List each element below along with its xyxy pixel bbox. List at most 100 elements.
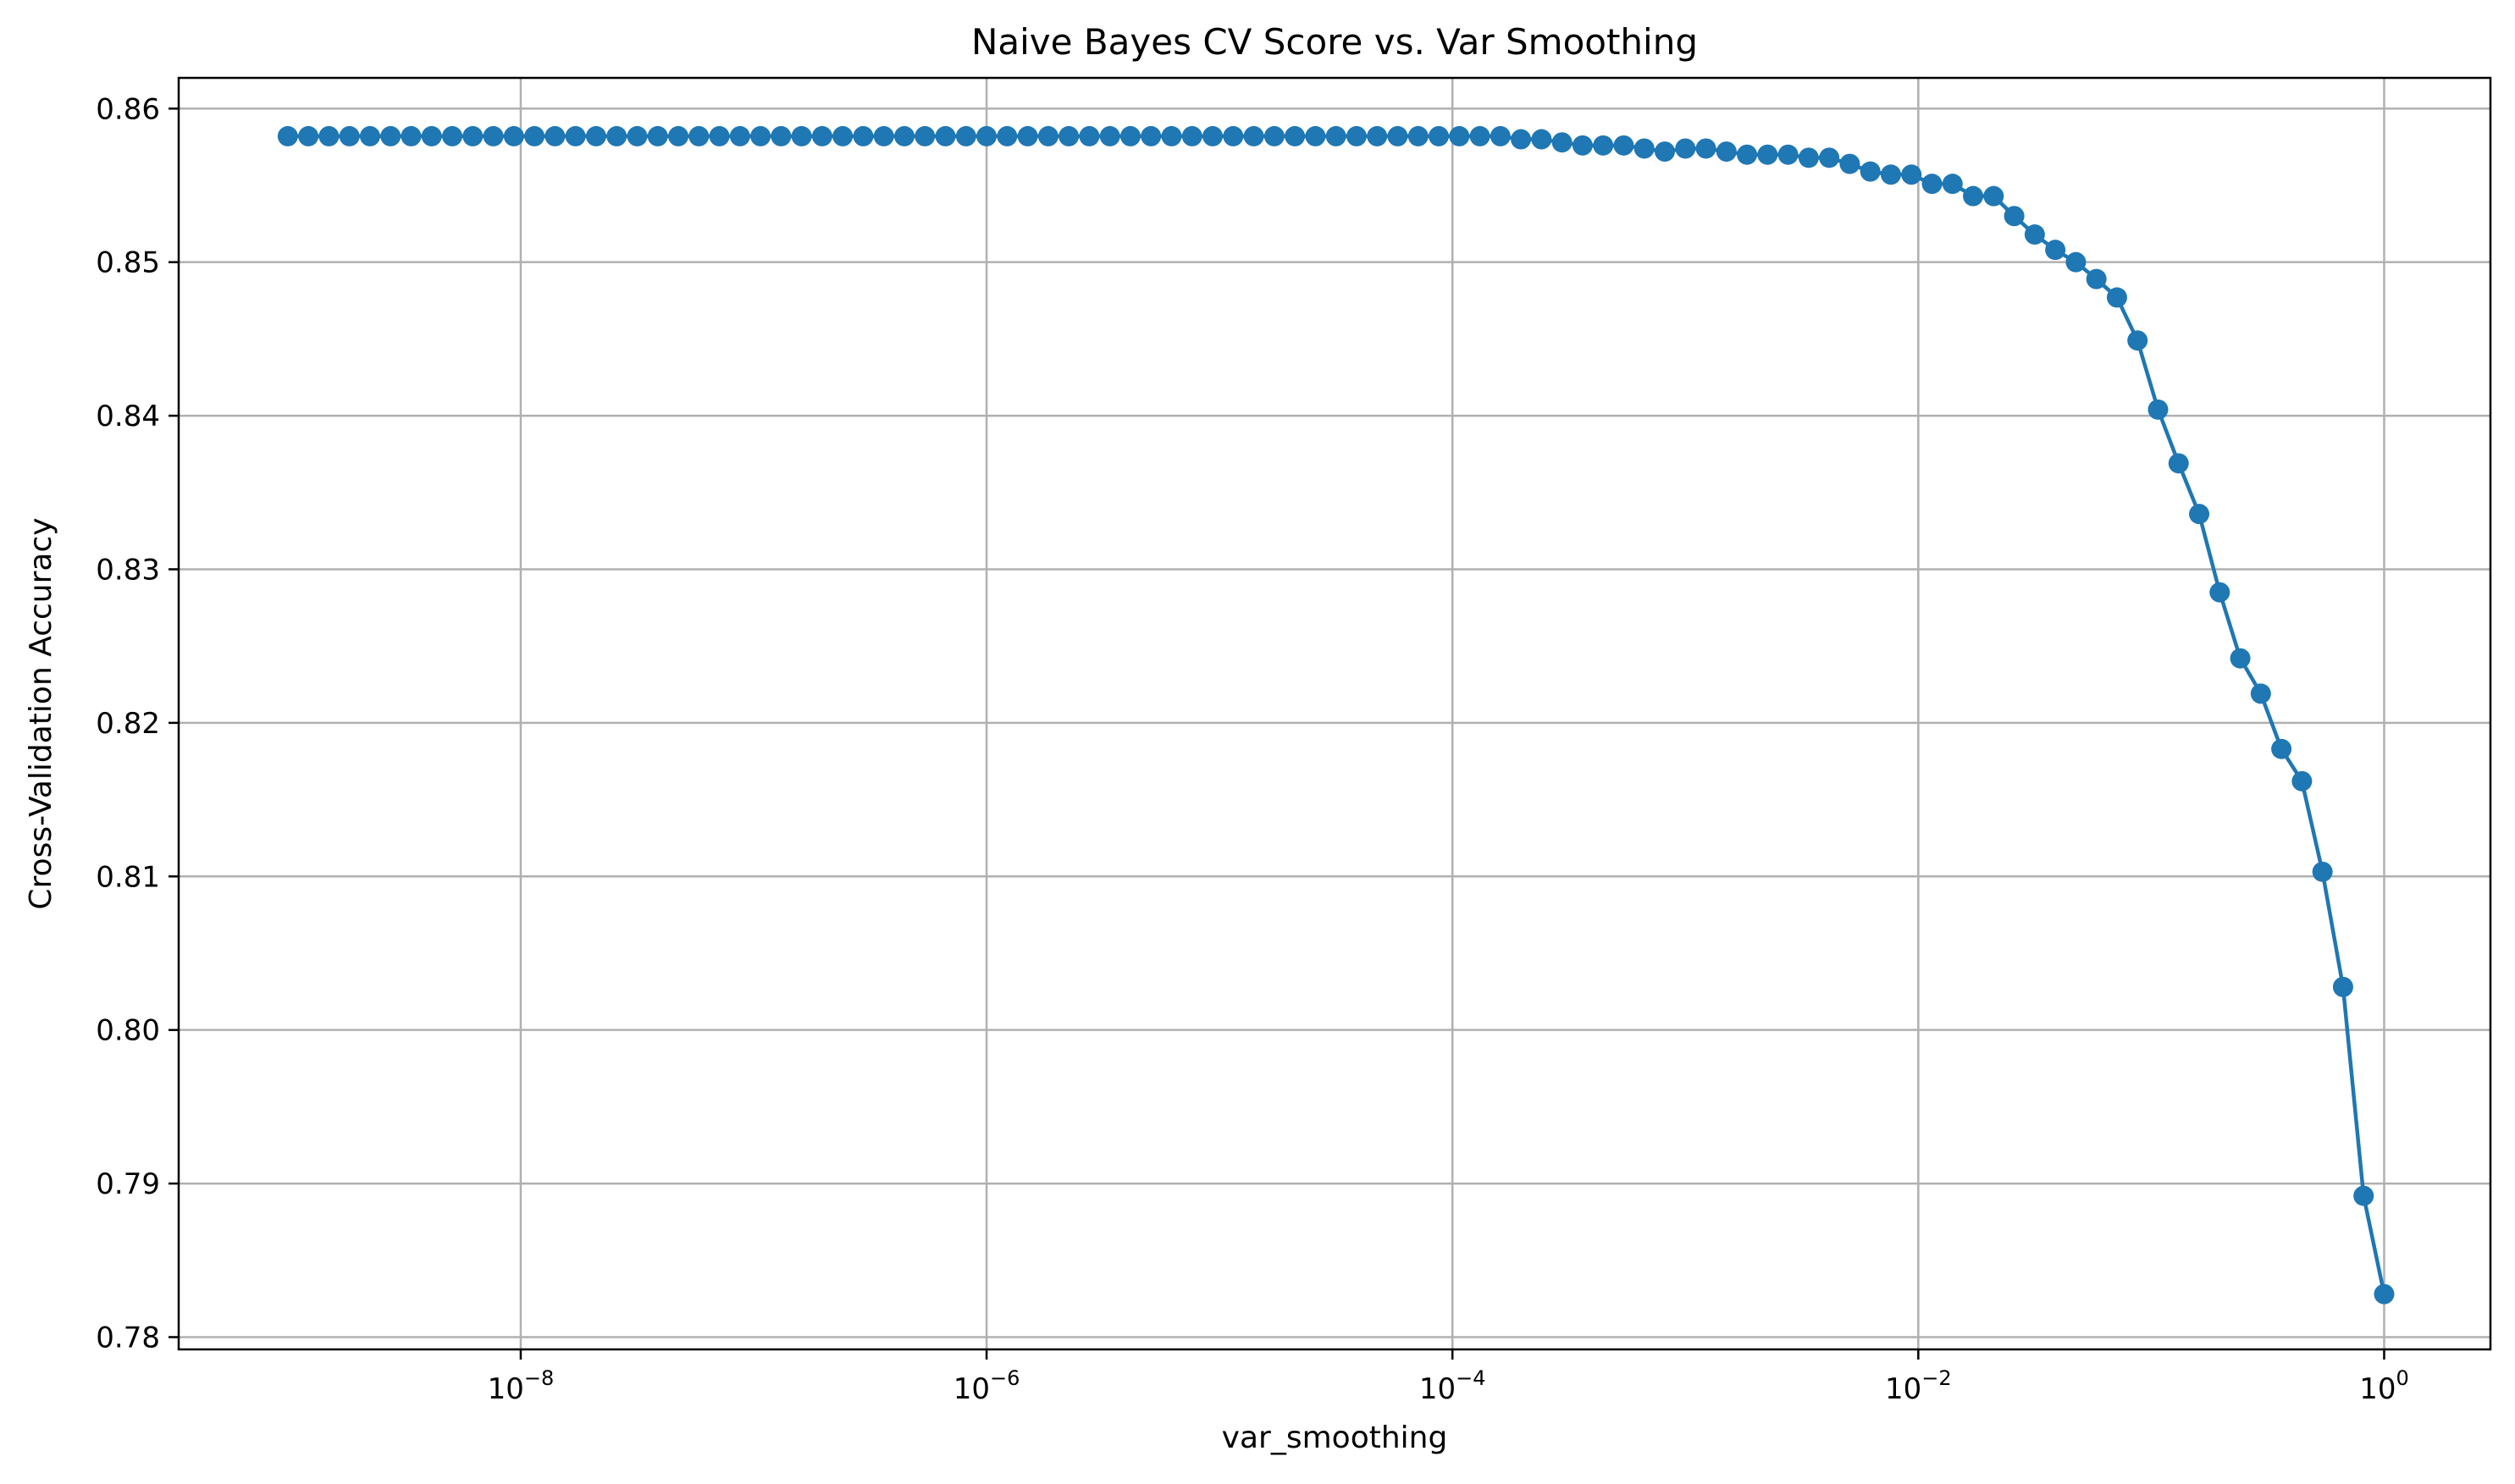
data-point [2024, 224, 2045, 245]
x-tick-label: 100 [2359, 1366, 2409, 1406]
data-point [791, 125, 812, 146]
data-point [606, 125, 627, 146]
data-point [1490, 125, 1511, 146]
data-point [1757, 144, 1778, 165]
data-point [1695, 138, 1716, 159]
data-point [2127, 330, 2148, 351]
data-point [627, 125, 648, 146]
data-point [1551, 132, 1573, 153]
data-point [298, 125, 319, 146]
data-point [401, 125, 422, 146]
data-point [853, 125, 874, 146]
data-point [2271, 738, 2292, 759]
data-point [915, 125, 936, 146]
data-point [339, 125, 360, 146]
axis-ticks: 10−8 10−6 10−4 10−2 100 0.78 0.79 0.80 0.81 0.82 0… [96, 92, 2408, 1406]
data-point [544, 125, 566, 146]
y-tick-label: 0.80 [96, 1014, 160, 1048]
data-point [524, 125, 545, 146]
data-point [647, 125, 668, 146]
data-point [1141, 125, 1162, 146]
data-point [318, 125, 340, 146]
data-point [1181, 125, 1202, 146]
data-point [2106, 287, 2127, 308]
data-point [688, 125, 710, 146]
data-point [750, 125, 771, 146]
y-tick-label: 0.79 [96, 1167, 160, 1201]
data-point [277, 125, 298, 146]
data-point [1017, 125, 1038, 146]
y-tick-label: 0.85 [96, 246, 160, 280]
x-axis-label: var_smoothing [1222, 1421, 1448, 1455]
data-point [585, 125, 606, 146]
y-tick-label: 0.83 [96, 553, 160, 587]
data-point [1819, 147, 1840, 168]
data-point [1407, 125, 1429, 146]
data-point [1880, 164, 1901, 185]
data-point [1325, 125, 1346, 146]
data-point [1511, 129, 1532, 150]
data-point [2291, 770, 2313, 792]
data-point [442, 125, 463, 146]
data-point [1531, 129, 1552, 150]
series-group [277, 125, 2395, 1305]
data-point [2086, 268, 2107, 290]
data-point [1449, 125, 1470, 146]
data-point [1202, 125, 1224, 146]
plot-frame [177, 76, 2492, 1351]
data-point [955, 125, 976, 146]
data-point [935, 125, 956, 146]
data-point [2065, 251, 2087, 273]
data-point [1119, 125, 1141, 146]
x-tick-label: 10−4 [1419, 1366, 1486, 1406]
data-point [873, 125, 894, 146]
data-point [997, 125, 1018, 146]
data-point [1860, 161, 1881, 182]
data-point [2189, 504, 2210, 525]
data-point [503, 125, 524, 146]
data-point [1901, 164, 1922, 185]
data-point [832, 125, 854, 146]
data-point [1921, 174, 1943, 195]
data-point [1305, 125, 1326, 146]
data-point [1716, 141, 1737, 163]
x-tick-label: 10−8 [488, 1366, 555, 1406]
data-point [771, 125, 792, 146]
data-point [1983, 185, 2004, 207]
data-point [1613, 135, 1634, 156]
data-point [1429, 125, 1450, 146]
data-point [1942, 174, 1963, 195]
data-point [483, 125, 504, 146]
chart-title: Naive Bayes CV Score vs. Var Smoothing [971, 21, 1698, 63]
data-point [2332, 976, 2353, 997]
data-point [2312, 861, 2333, 882]
data-point [2250, 683, 2271, 704]
data-point [1633, 138, 1655, 159]
data-point [1572, 135, 1593, 156]
data-point [2147, 399, 2169, 420]
data-point [1263, 125, 1285, 146]
y-tick-label: 0.78 [96, 1321, 160, 1354]
y-tick-label: 0.84 [96, 400, 160, 433]
data-point [893, 125, 915, 146]
data-point [2168, 453, 2189, 474]
data-point [2045, 240, 2066, 261]
data-point [1161, 125, 1182, 146]
data-point [1798, 147, 1819, 168]
data-point [1285, 125, 1306, 146]
data-point [1099, 125, 1120, 146]
data-point [1593, 135, 1614, 156]
data-point [462, 125, 484, 146]
data-point [811, 125, 832, 146]
data-point [2230, 648, 2251, 669]
data-point [729, 125, 750, 146]
data-point [1223, 125, 1244, 146]
data-point [709, 125, 730, 146]
data-point [1655, 141, 1675, 163]
data-point [668, 125, 689, 146]
data-point [1737, 144, 1758, 165]
data-point [1387, 125, 1408, 146]
data-point [1037, 125, 1059, 146]
